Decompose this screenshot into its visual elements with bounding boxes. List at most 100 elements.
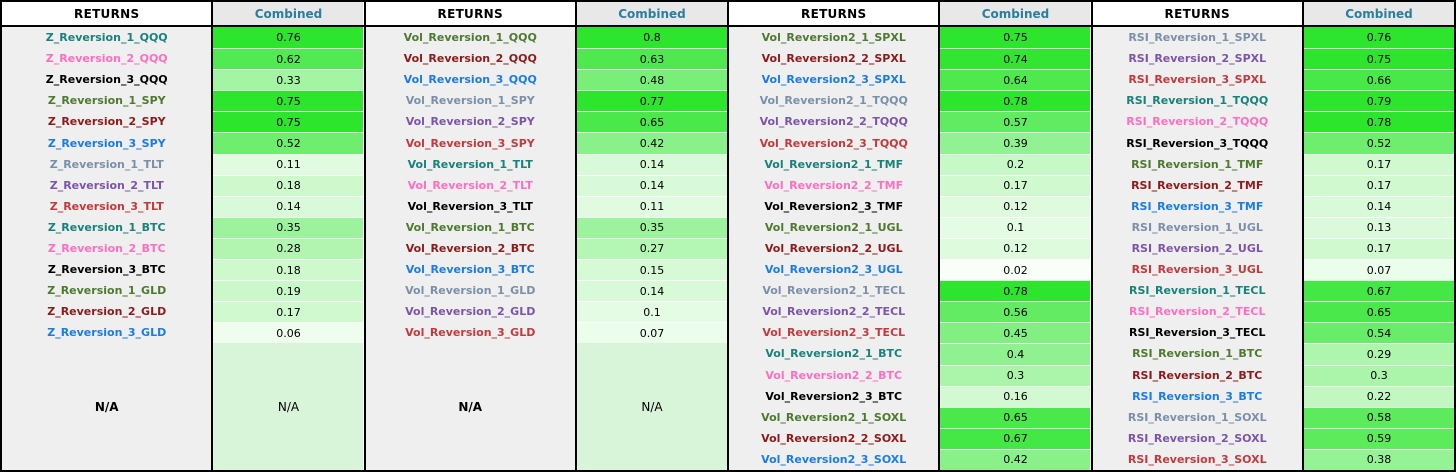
na-row: N/A N/A	[2, 343, 364, 470]
table-row: Vol_Reversion2_1_TECL 0.78	[729, 280, 1091, 302]
strategy-label: Vol_Reversion_3_TLT	[365, 195, 577, 217]
table-row: Z_Reversion_1_SPY 0.75	[2, 90, 364, 112]
strategy-label: Vol_Reversion2_2_BTC	[729, 364, 941, 386]
strategy-label: RSI_Reversion_1_TQQQ	[1092, 90, 1304, 112]
combined-value: 0.52	[1303, 132, 1454, 154]
table-row: Z_Reversion_3_TLT 0.14	[2, 195, 364, 217]
table-row: Vol_Reversion_3_QQQ 0.48	[365, 69, 728, 91]
header-row: RETURNS Combined	[1092, 2, 1454, 27]
table-row: RSI_Reversion_3_TECL 0.54	[1092, 322, 1455, 344]
strategy-label: RSI_Reversion_1_UGL	[1092, 216, 1304, 238]
strategy-label: RSI_Reversion_2_BTC	[1092, 364, 1304, 386]
table-row: Vol_Reversion2_1_TQQQ 0.78	[729, 90, 1091, 112]
strategy-label: Z_Reversion_2_BTC	[2, 237, 214, 260]
strategy-label: Vol_Reversion2_1_TQQQ	[729, 90, 941, 112]
table-row: RSI_Reversion_2_TECL 0.65	[1092, 301, 1455, 323]
combined-value: 0.59	[1303, 427, 1454, 449]
table-row: Vol_Reversion2_1_TMF 0.2	[729, 153, 1091, 175]
header-row: RETURNS Combined	[2, 2, 364, 27]
strategy-label: RSI_Reversion_2_SOXL	[1092, 427, 1304, 449]
combined-value: 0.58	[1303, 406, 1454, 428]
table-row: RSI_Reversion_1_SPXL 0.76	[1092, 27, 1455, 49]
returns-block-1: RETURNS Combined Z_Reversion_1_QQQ 0.76 Z_Re…	[2, 2, 364, 470]
combined-value: 0.18	[213, 259, 364, 281]
combined-value: 0.62	[213, 48, 364, 70]
table-row: Z_Reversion_3_SPY 0.52	[2, 132, 364, 154]
combined-value: 0.28	[213, 237, 364, 260]
strategy-label: Vol_Reversion2_1_BTC	[729, 343, 941, 365]
combined-value: 0.67	[1303, 280, 1454, 302]
table-row: Vol_Reversion2_3_TMF 0.12	[729, 195, 1091, 217]
combined-value: 0.16	[940, 385, 1091, 407]
combined-value: 0.3	[1303, 364, 1454, 386]
strategy-label: Vol_Reversion_3_BTC	[365, 259, 577, 281]
combined-value: 0.42	[940, 448, 1091, 470]
strategy-label: Z_Reversion_1_GLD	[2, 280, 214, 302]
table-row: Z_Reversion_2_QQQ 0.62	[2, 48, 364, 70]
table-row: Vol_Reversion2_2_TQQQ 0.57	[729, 111, 1091, 133]
combined-value: 0.27	[576, 237, 727, 260]
combined-value: 0.75	[940, 27, 1091, 49]
combined-value: 0.63	[576, 48, 727, 70]
table-row: Z_Reversion_3_GLD 0.06	[2, 322, 364, 344]
strategy-label: Vol_Reversion_1_TLT	[365, 153, 577, 175]
strategy-label: Vol_Reversion2_3_TQQQ	[729, 132, 941, 154]
strategy-label: Z_Reversion_1_BTC	[2, 216, 214, 238]
combined-value: 0.65	[940, 406, 1091, 428]
strategy-label: RSI_Reversion_3_BTC	[1092, 385, 1304, 407]
strategy-label: Z_Reversion_3_BTC	[2, 259, 214, 281]
strategy-label: Vol_Reversion2_2_UGL	[729, 237, 941, 260]
table-row: Vol_Reversion2_1_BTC 0.4	[729, 343, 1091, 365]
strategy-label: Vol_Reversion2_1_SOXL	[729, 406, 941, 428]
strategy-label: Vol_Reversion2_3_SOXL	[729, 448, 941, 470]
table-row: Vol_Reversion2_2_BTC 0.3	[729, 364, 1091, 386]
combined-value: 0.67	[940, 427, 1091, 449]
combined-value: 0.65	[1303, 301, 1454, 323]
combined-value: 0.35	[213, 216, 364, 238]
combined-value: 0.12	[940, 237, 1091, 260]
combined-value: 0.06	[213, 322, 364, 344]
strategy-label: RSI_Reversion_3_SOXL	[1092, 448, 1304, 470]
combined-value: 0.75	[1303, 48, 1454, 70]
table-row: Vol_Reversion2_1_UGL 0.1	[729, 216, 1091, 238]
strategy-label: Vol_Reversion_3_SPY	[365, 132, 577, 154]
table-row: RSI_Reversion_3_TMF 0.14	[1092, 195, 1455, 217]
strategy-label: Vol_Reversion2_1_TMF	[729, 153, 941, 175]
combined-value: 0.17	[213, 301, 364, 323]
table-row: Vol_Reversion_2_BTC 0.27	[365, 237, 728, 260]
combined-value: 0.75	[213, 111, 364, 133]
combined-value: 0.14	[576, 280, 727, 302]
strategy-label: Vol_Reversion2_3_TECL	[729, 322, 941, 344]
table-row: RSI_Reversion_2_UGL 0.17	[1092, 237, 1455, 260]
strategy-label: Vol_Reversion2_3_TMF	[729, 195, 941, 217]
table-row: Vol_Reversion_3_SPY 0.42	[365, 132, 728, 154]
combined-value: 0.1	[940, 216, 1091, 238]
combined-value: 0.02	[940, 259, 1091, 281]
strategy-label: Vol_Reversion_2_SPY	[365, 111, 577, 133]
strategy-label: Vol_Reversion_2_TLT	[365, 174, 577, 196]
strategy-label: Vol_Reversion2_2_TMF	[729, 174, 941, 196]
combined-value: 0.13	[1303, 216, 1454, 238]
returns-header: RETURNS	[365, 2, 577, 25]
combined-value: 0.3	[940, 364, 1091, 386]
table-row: Vol_Reversion_1_TLT 0.14	[365, 153, 728, 175]
combined-value: 0.33	[213, 69, 364, 91]
table-row: Vol_Reversion2_1_SOXL 0.65	[729, 406, 1091, 428]
strategy-label: Z_Reversion_2_TLT	[2, 174, 214, 196]
combined-value: 0.14	[213, 195, 364, 217]
combined-value: 0.78	[940, 280, 1091, 302]
table-row: RSI_Reversion_1_UGL 0.13	[1092, 216, 1455, 238]
combined-value: 0.19	[213, 280, 364, 302]
table-row: Vol_Reversion_1_GLD 0.14	[365, 280, 728, 302]
combined-value: 0.4	[940, 343, 1091, 365]
combined-value: 0.17	[1303, 237, 1454, 260]
table-row: Vol_Reversion2_3_UGL 0.02	[729, 259, 1091, 281]
table-row: Vol_Reversion2_3_SOXL 0.42	[729, 448, 1091, 470]
combined-value: 0.14	[1303, 195, 1454, 217]
na-value: N/A	[213, 343, 364, 470]
table-row: RSI_Reversion_1_TECL 0.67	[1092, 280, 1455, 302]
strategy-label: Vol_Reversion_2_QQQ	[365, 48, 577, 70]
combined-value: 0.76	[213, 27, 364, 49]
strategy-label: Vol_Reversion2_1_UGL	[729, 216, 941, 238]
